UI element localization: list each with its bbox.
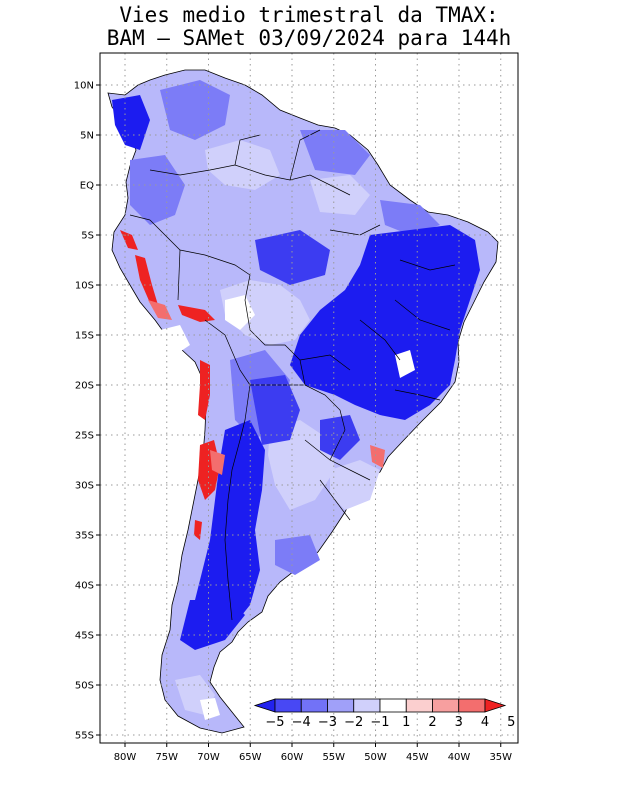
lon-tick-label: 50W	[364, 752, 387, 763]
legend-label: 4	[481, 715, 489, 730]
lon-tick-label: 65W	[239, 752, 262, 763]
legend-swatch	[300, 698, 328, 713]
lat-tick-label: 50S	[75, 681, 94, 692]
legend-swatch	[353, 698, 381, 713]
legend-swatch	[405, 698, 433, 713]
near-zero-patches	[160, 295, 415, 720]
lon-tick-label: 55W	[322, 752, 345, 763]
longitude-axis: 80W 75W 70W 65W 60W 55W 50W 45W 40W 35W	[114, 743, 512, 763]
legend-swatch	[274, 698, 302, 713]
legend-label: 1	[402, 715, 410, 730]
legend-swatch	[327, 698, 355, 713]
lat-tick-label: EQ	[80, 181, 94, 192]
lat-tick-label: 5S	[81, 231, 94, 242]
lat-tick-label: 5N	[80, 131, 94, 142]
lon-tick-label: 60W	[281, 752, 304, 763]
light-warm-areas	[148, 300, 385, 475]
lat-tick-label: 55S	[75, 731, 94, 742]
lon-tick-label: 40W	[448, 752, 471, 763]
lon-tick-label: 80W	[114, 752, 137, 763]
map-layer	[100, 53, 518, 743]
lon-tick-label: 45W	[406, 752, 429, 763]
legend-label: 2	[428, 715, 436, 730]
lat-tick-label: 10S	[75, 281, 94, 292]
latitude-axis: 10N 5N EQ 5S 10S 15S 20S 25S 30S 35S 40S 45S 50S 55S	[74, 81, 100, 742]
title-line-1: Vies medio trimestral da TMAX:	[119, 3, 498, 27]
legend-label: −2	[344, 715, 363, 730]
legend-label: −3	[318, 715, 337, 730]
legend-label: 5	[507, 715, 515, 730]
legend-swatch	[458, 698, 486, 713]
legend-swatch	[432, 698, 460, 713]
lat-tick-label: 20S	[75, 381, 94, 392]
lat-lon-grid	[100, 53, 518, 743]
lat-tick-label: 10N	[74, 81, 94, 92]
legend-label: 3	[455, 715, 463, 730]
strong-cold-areas	[112, 95, 480, 650]
lat-tick-label: 15S	[75, 331, 94, 342]
lat-tick-label: 40S	[75, 581, 94, 592]
lon-tick-label: 75W	[155, 752, 178, 763]
lon-tick-label: 70W	[197, 752, 220, 763]
legend-arrow-right	[484, 698, 507, 713]
lon-tick-label: 35W	[489, 752, 512, 763]
legend-label: −5	[265, 715, 284, 730]
lat-tick-label: 45S	[75, 631, 94, 642]
title-line-2: BAM – SAMet 03/09/2024 para 144h	[107, 26, 512, 50]
lat-tick-label: 30S	[75, 481, 94, 492]
map-frame	[99, 52, 519, 744]
lat-tick-label: 35S	[75, 531, 94, 542]
lat-tick-label: 25S	[75, 431, 94, 442]
legend-label: −1	[370, 715, 389, 730]
country-borders	[129, 129, 456, 621]
legend-swatch	[379, 698, 407, 713]
slight-cold-patches	[175, 140, 380, 715]
color-legend: −5 −4 −3 −2 −1 1 2 3 4 5	[253, 698, 515, 730]
legend-label: −4	[292, 715, 311, 730]
